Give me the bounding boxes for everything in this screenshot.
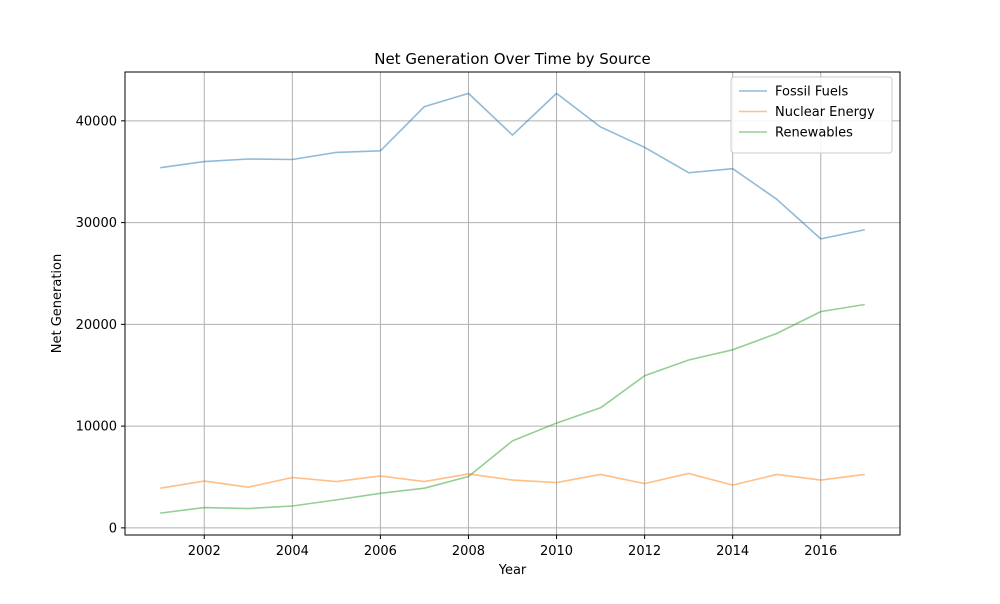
x-tick-label: 2004	[276, 544, 309, 559]
x-tick-label: 2014	[716, 544, 749, 559]
y-tick-label: 30000	[76, 216, 117, 231]
legend-box	[730, 76, 893, 154]
y-tick-label: 20000	[76, 318, 117, 333]
plot-frame	[124, 71, 901, 536]
series-line-nuclear-energy	[160, 472, 865, 489]
series-line-renewables	[160, 303, 865, 514]
legend-label: Renewables	[775, 126, 853, 141]
y-tick-label: 0	[109, 521, 117, 536]
x-axis-ticks: 2002 2004 2006 2008 2010 2012 2014 2016	[188, 535, 837, 559]
legend: Fossil Fuels Nuclear Energy Renewables	[730, 76, 893, 154]
series-line-fossil-fuels	[160, 92, 865, 240]
x-tick-label: 2012	[628, 544, 661, 559]
x-tick-label: 2008	[452, 544, 485, 559]
y-tick-label: 10000	[76, 420, 117, 435]
x-tick-label: 2006	[364, 544, 397, 559]
x-tick-label: 2002	[188, 544, 221, 559]
y-axis-ticks: 0 10000 20000 30000 40000	[76, 114, 125, 536]
x-tick-label: 2016	[804, 544, 837, 559]
legend-label: Nuclear Energy	[775, 105, 875, 120]
y-axis-label: Net Generation	[50, 254, 65, 353]
legend-label: Fossil Fuels	[775, 85, 848, 100]
chart-title: Net Generation Over Time by Source	[374, 50, 651, 68]
series-lines	[160, 92, 865, 514]
x-tick-label: 2010	[540, 544, 573, 559]
x-axis-label: Year	[498, 563, 527, 578]
y-tick-label: 40000	[76, 114, 117, 129]
